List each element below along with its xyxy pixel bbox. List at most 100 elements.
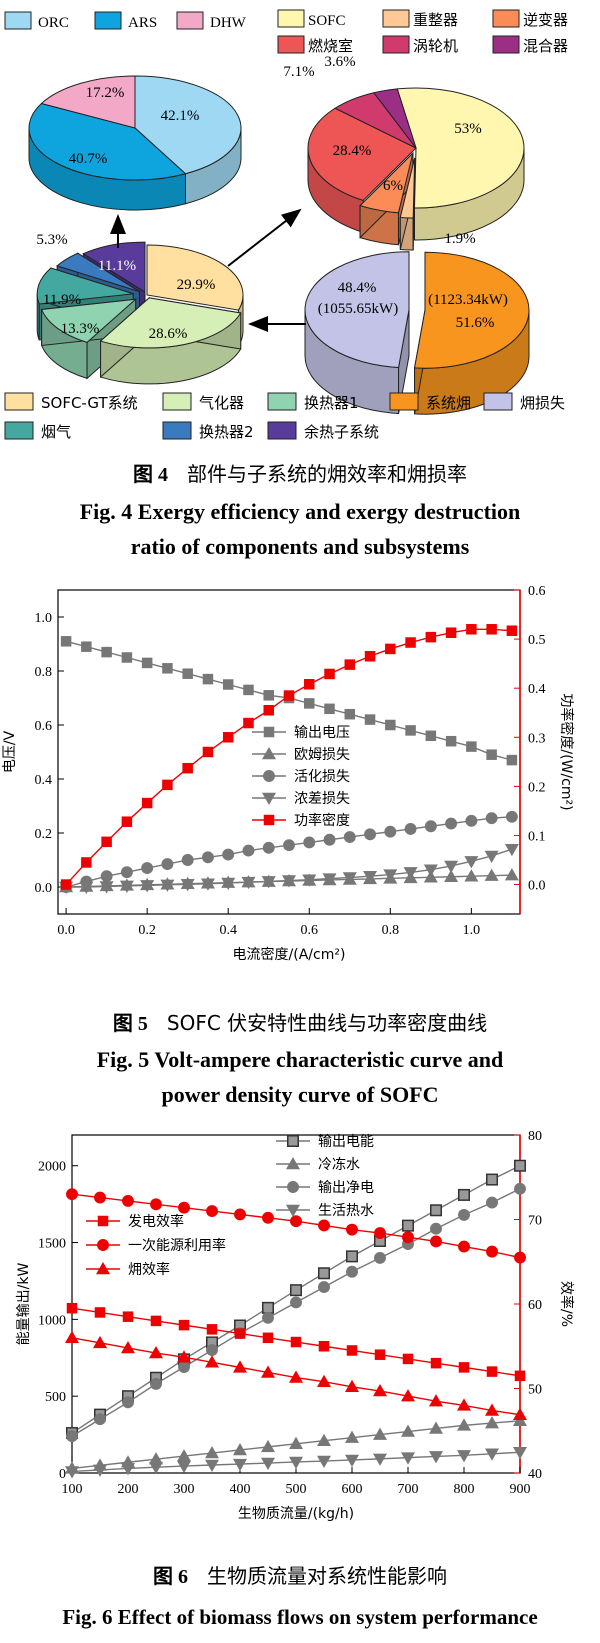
fig6-xtick-label-6: 700 [398,1482,419,1497]
fig6-series-6-point-4 [177,1350,191,1363]
pie-tr-slice-5 [373,88,417,149]
fig6-series-5 [66,1188,526,1264]
fig5-series-0-point-8 [222,679,234,690]
fig6-series-5-point-1 [94,1191,106,1204]
pie-tr-label-3: 28.4% [333,143,372,159]
fig5-series-0-point-19 [445,735,457,747]
fig6-legend-item-4: 发电效率 [86,1213,184,1230]
fig5-series-3-point-6 [180,879,195,892]
fig6-series-5-point-12 [402,1231,414,1244]
pie-tl-label-0: 42.1% [161,108,200,124]
fig5-ytick-label-1: 0.2 [35,827,53,842]
fig5-series-4-point-15 [364,651,376,662]
pie-br-label-0b: 51.6% [456,315,495,331]
fig6-series-2-point-11 [374,1251,386,1264]
fig6-series-5-point-3 [150,1198,162,1211]
fig5-y2tick-label-5: 0.5 [528,633,546,648]
fig4-legend-b-label-5: 烟气 [41,423,71,441]
fig6-series-3-point-14 [457,1450,471,1463]
fig5-series-3 [59,843,519,894]
fig5-series-0-point-15 [364,714,376,725]
fig5-ytick-label-0: 0.0 [35,881,53,896]
fig6-legend-marker-4 [97,1215,109,1227]
fig5-series-2-point-7 [201,851,214,864]
fig5-series-3-point-18 [423,864,438,877]
fig6-y2tick-label-4: 80 [528,1129,542,1144]
fig5-xtick-label-2: 0.4 [219,923,237,938]
fig6-series-2-point-13 [430,1222,442,1235]
pie-tl-slice-1 [28,102,187,181]
fig5-series-0-point-3 [121,652,133,663]
fig6-series-4-point-14 [458,1362,470,1373]
pie-bottom-left [36,241,244,385]
fig6-series-3-point-6 [233,1458,247,1472]
fig4-caption-en-line1: Fig. 4 Exergy efficiency and exergy dest… [79,499,521,524]
fig6-series-5-point-16 [514,1251,526,1264]
fig6-series-5-point-4 [178,1201,190,1214]
fig5-series-2-point-20 [465,814,478,827]
fig5-xtick-label-0: 0.0 [57,923,75,938]
fig6-series-6-point-11 [373,1384,387,1397]
fig4-legend-b-label-2: 换热器1 [304,394,359,412]
fig5-series-3-point-3 [119,880,134,893]
fig6-series-1-point-10 [345,1430,359,1443]
fig5-series-2-point-21 [485,812,498,825]
fig4-legend-b-label-6: 换热器2 [199,423,254,441]
fig6-series-0-point-13 [430,1204,442,1217]
fig6-series-2-point-5 [206,1344,218,1357]
fig5-series-2-point-12 [303,836,316,849]
fig5-series-4-point-19 [445,627,457,638]
fig6-series-6 [65,1330,527,1420]
fig5-series-4-point-18 [425,631,437,643]
fig6-series-0-point-14 [458,1188,470,1201]
fig6-series-2-point-1 [94,1413,106,1426]
fig5-y2tick-label-1: 0.1 [528,829,546,844]
fig5-series-0-point-13 [324,703,335,715]
pie-tr-slice-1 [399,157,416,219]
fig6-series-5-point-2 [122,1194,134,1207]
fig6-series-3-point-7 [261,1457,275,1471]
fig6-series-2-point-0 [66,1430,78,1443]
fig5-legend-item-2: 活化损失 [252,769,350,785]
fig5-series-4-point-8 [222,732,234,743]
fig6-series-3-point-10 [345,1454,359,1467]
fig5-legend-label-2: 活化损失 [294,769,350,785]
fig6-series-3-point-11 [373,1453,387,1466]
fig4-legend-tr-swatch-2 [492,9,520,28]
pie-bl-label-4: 5.3% [36,232,67,248]
fig5-series-3-point-8 [221,877,236,890]
fig6-caption-cn-text: 生物质流量对系统性能影响 [207,1564,448,1588]
fig5-legend-label-3: 浓差损失 [294,791,350,807]
fig5-ytick-label-5: 1.0 [35,611,53,626]
fig6-series-0-point-12 [402,1219,414,1232]
fig5-caption-cn: 图 5 SOFC 伏安特性曲线与功率密度曲线 [0,1012,600,1036]
fig5-series-4-point-12 [304,679,315,690]
fig5-series-3-point-11 [282,875,296,888]
fig6-series-3-point-1 [93,1464,107,1477]
fig5-series-0-point-1 [81,641,92,652]
fig5-legend-item-1: 欧姆损失 [252,747,350,763]
fig5-series-0-point-9 [243,684,254,696]
fig6-series-4-point-10 [346,1345,358,1356]
fig5-series-0-point-16 [385,719,396,731]
fig6-series-0-point-16 [514,1159,526,1172]
fig5-series-2-point-14 [343,831,356,843]
pie-bottom-right [304,251,530,415]
pie-tl-label-1: 40.7% [69,151,108,167]
fig4-legend-label-1: ARS [128,15,157,31]
pie-bl-slice-1 [99,297,242,349]
fig6-series-4-point-4 [178,1319,190,1331]
fig5-series-3-point-5 [160,879,175,892]
fig6-ytick-label-3: 1500 [38,1237,66,1252]
fig5-ytick-label-4: 0.8 [35,665,53,680]
fig5-series-4-point-0 [60,879,72,890]
fig5-series-0-point-12 [304,698,315,709]
fig5-series-1-point-19 [444,869,459,882]
fig6-legend-label-1: 冷冻水 [318,1156,360,1173]
fig6-series-6-point-1 [93,1335,107,1349]
fig5-series-2-point-4 [141,862,154,875]
fig5-series-4-point-17 [405,637,416,648]
fig4-legend-b-label-0: SOFC-GT系统 [41,394,138,412]
fig6-legend-item-2: 输出净电 [276,1180,374,1196]
fig6-xtick-label-2: 300 [174,1482,195,1497]
